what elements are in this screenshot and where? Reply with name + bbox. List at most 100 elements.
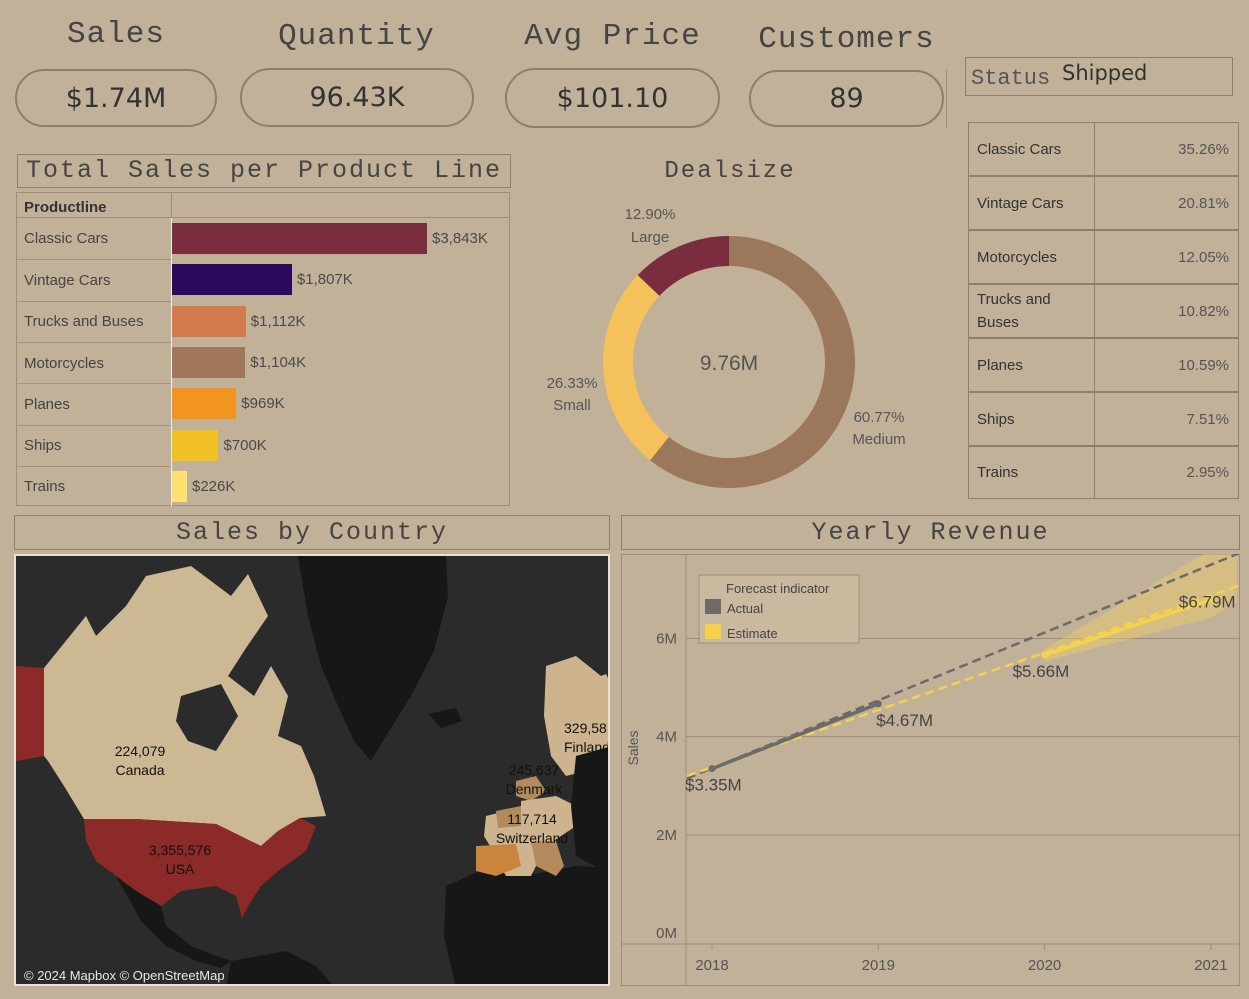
productline-category-label: Planes [16,383,171,424]
dealsize-large-pct: 12.90% [625,206,676,223]
productline-category-label: Motorcycles [16,341,171,383]
legend-box [698,574,860,644]
dealsize-slice-large[interactable] [637,236,729,296]
map-label-canada-value: 224,079 [115,743,166,759]
share-row-name: Planes [968,338,1095,392]
series-line-estimate [1044,598,1212,657]
y-tick-labels: 0M 2M 4M 6M [656,631,677,943]
productline-bar[interactable] [172,429,219,461]
y-gridlines [686,638,1240,836]
x-tick-labels: 2018 2019 2020 2021 [695,944,1228,974]
benelux-shape [496,806,521,828]
productline-bar[interactable] [172,264,292,296]
productline-bar-value: $1,807K [296,271,353,289]
productline-category-label: Trucks and Buses [16,300,171,342]
map-country-labels: 224,079 Canada 3,355,576 USA 245,637 Den… [115,720,608,877]
alaska-shape [16,666,44,761]
status-filter-value[interactable]: Shipped [1062,61,1148,85]
y-tick-label: 6M [656,631,677,648]
bar-header-cell [172,192,510,218]
hudson-bay [176,684,238,751]
productline-bar-value: $1,112K [250,312,306,330]
map-attribution: © 2024 Mapbox © OpenStreetMap [24,968,225,983]
map-label-finland-value: 329,58 [564,720,607,736]
productline-bar[interactable] [172,223,427,254]
south-america-shape [226,951,333,984]
share-row-name: Vintage Cars [968,176,1095,230]
dealsize-medium-name: Medium [852,431,905,448]
status-filter-label: Status [971,66,1051,91]
share-row-pct: 2.95% [1094,446,1239,499]
productline-header-cell: Productline [16,192,172,218]
series-point [708,765,716,773]
dealsize-center-total: 9.76M [700,352,758,375]
finland-shape [576,674,608,761]
series-point [1041,651,1049,659]
x-tick-label: 2021 [1194,957,1227,974]
dealsize-slice-medium[interactable] [650,236,855,488]
series-point [874,700,882,708]
kpi-sales-value: $1.74M [15,69,217,127]
x-tick-label: 2018 [695,957,728,974]
dealsize-large-name: Large [631,229,669,246]
kpi-avg-price-title: Avg Price [524,19,701,54]
kpi-quantity-title: Quantity [278,19,435,54]
series-point [1207,596,1215,604]
point-value-label: $5.66M [1013,662,1070,681]
yearly-revenue-frame [621,554,1240,986]
share-row-pct: 35.26% [1094,122,1239,176]
productline-category-label: Ships [16,424,171,466]
productline-bar-value: $1,104K [250,353,307,371]
productline-bar[interactable] [172,346,246,378]
product-line-chart [16,192,510,506]
productline-column-header: Productline [24,199,107,216]
yearly-revenue-chart: 0M 2M 4M 6M 2018 2019 2020 2021 Sales $3.35M $4… [621,554,1240,986]
sales-by-country-title: Sales by Country [14,515,610,550]
denmark-shape [516,776,546,801]
productline-bar[interactable] [172,305,246,337]
productline-bar[interactable] [172,388,237,420]
dealsize-slice-small[interactable] [603,275,669,461]
x-tick-label: 2019 [862,957,895,974]
germany-shape [521,796,576,846]
series-line-actual [711,702,879,771]
legend-actual-swatch [705,599,721,614]
map-label-denmark-value: 245,637 [509,762,560,778]
dealsize-title: Dealsize [664,158,796,185]
dealsize-donut: 9.76M 12.90% Large 26.33% Small 60.77% M… [547,206,906,488]
share-row-name: Trains [968,446,1095,499]
forecast-band [1044,554,1237,662]
productline-bar[interactable] [172,470,187,502]
y-tick-label: 2M [656,827,677,844]
status-filter[interactable]: Status Shipped [965,57,1233,96]
legend-estimate-label: Estimate [727,626,778,641]
productline-category-label: Trains [16,465,171,507]
productline-category-label: Classic Cars [24,230,109,248]
map-label-usa-value: 3,355,576 [149,842,211,858]
legend-actual-label: Actual [727,601,763,616]
legend-estimate-swatch [705,624,721,639]
map-label-usa-name: USA [166,861,195,877]
bar-axis-line [171,218,172,506]
share-row-name: Motorcycles [968,230,1095,284]
share-row-pct: 20.81% [1094,176,1239,230]
share-row-name: Ships [968,392,1095,446]
dealsize-small-name: Small [553,397,591,414]
map-label-canada-name: Canada [115,762,164,778]
point-labels: $3.35M $4.67M $5.66M $6.79M [685,593,1236,795]
sales-by-country-map[interactable]: 224,079 Canada 3,355,576 USA 245,637 Den… [14,554,610,986]
y-tick-label: 0M [656,925,677,942]
usa-shape [84,818,316,918]
point-value-label: $6.79M [1179,593,1236,612]
africa-shape [444,866,608,984]
kpi-quantity-value: 96.43K [240,68,474,127]
greenland-shape [298,556,448,761]
y-tick-label: 4M [656,729,677,746]
kpi-avg-price-value: $101.10 [505,68,720,128]
kpi-divider [946,70,947,128]
share-row-name: Trucks and Buses [968,284,1095,338]
productline-category-label: Vintage Cars [16,259,171,300]
forecast-legend: Forecast indicator Actual Estimate [698,574,860,644]
share-row-name: Classic Cars [968,122,1095,176]
share-row-pct: 10.59% [1094,338,1239,392]
